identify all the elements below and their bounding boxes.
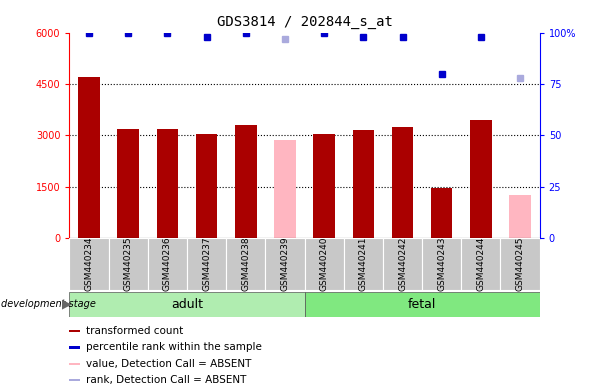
Text: adult: adult	[171, 298, 203, 311]
Bar	[383, 238, 422, 290]
Bar	[69, 292, 305, 317]
Bar	[392, 127, 413, 238]
Text: GSM440234: GSM440234	[84, 237, 93, 291]
Text: transformed count: transformed count	[86, 326, 183, 336]
Text: GSM440245: GSM440245	[516, 237, 525, 291]
Bar	[314, 134, 335, 238]
Text: value, Detection Call = ABSENT: value, Detection Call = ABSENT	[86, 359, 251, 369]
Bar	[69, 346, 80, 349]
Bar	[431, 189, 452, 238]
Bar	[69, 238, 109, 290]
Bar	[235, 125, 256, 238]
Bar	[470, 120, 491, 238]
Bar	[118, 129, 139, 238]
Bar	[265, 238, 305, 290]
Bar	[500, 238, 540, 290]
Text: GSM440242: GSM440242	[398, 237, 407, 291]
Bar	[69, 363, 80, 365]
Text: GSM440239: GSM440239	[280, 237, 289, 291]
Text: percentile rank within the sample: percentile rank within the sample	[86, 343, 262, 353]
Title: GDS3814 / 202844_s_at: GDS3814 / 202844_s_at	[216, 15, 393, 29]
Text: GSM440236: GSM440236	[163, 237, 172, 291]
Text: GSM440243: GSM440243	[437, 237, 446, 291]
Bar	[196, 134, 217, 238]
Bar	[109, 238, 148, 290]
Text: GSM440244: GSM440244	[476, 237, 485, 291]
Bar	[422, 238, 461, 290]
Text: ▶: ▶	[62, 298, 71, 311]
Bar	[148, 238, 187, 290]
Text: GSM440238: GSM440238	[241, 237, 250, 291]
Bar	[157, 129, 178, 238]
Bar	[274, 141, 295, 238]
Text: GSM440235: GSM440235	[124, 237, 133, 291]
Bar	[305, 292, 540, 317]
Text: GSM440240: GSM440240	[320, 237, 329, 291]
Bar	[353, 130, 374, 238]
Text: rank, Detection Call = ABSENT: rank, Detection Call = ABSENT	[86, 375, 246, 384]
Bar	[69, 379, 80, 381]
Text: GSM440237: GSM440237	[202, 237, 211, 291]
Bar	[69, 330, 80, 332]
Text: fetal: fetal	[408, 298, 437, 311]
Bar	[510, 195, 531, 238]
Bar	[344, 238, 383, 290]
Text: development stage: development stage	[1, 299, 96, 309]
Bar	[461, 238, 500, 290]
Bar	[187, 238, 226, 290]
Text: GSM440241: GSM440241	[359, 237, 368, 291]
Bar	[226, 238, 265, 290]
Bar	[78, 77, 99, 238]
Bar	[305, 238, 344, 290]
